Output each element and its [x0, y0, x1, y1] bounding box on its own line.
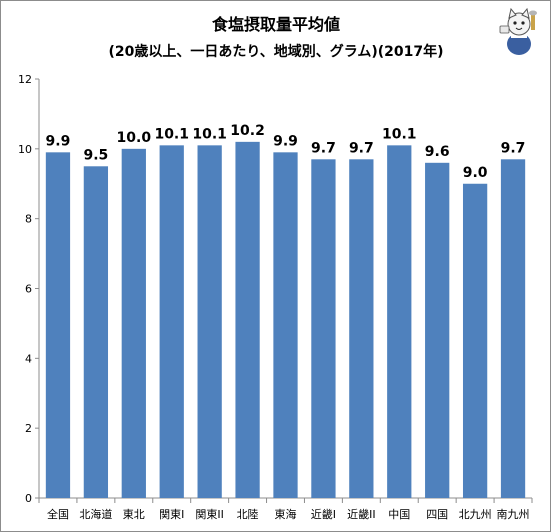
data-label: 10.1: [382, 126, 417, 142]
bar: [197, 145, 222, 498]
data-label: 9.9: [46, 133, 71, 149]
y-tick-label: 12: [18, 73, 32, 86]
y-tick-label: 10: [18, 143, 32, 156]
category-label: 北陸: [237, 508, 259, 521]
bar: [311, 159, 336, 498]
category-label: 中国: [388, 508, 410, 521]
data-label: 10.2: [230, 123, 265, 139]
category-label: 関東II: [195, 508, 224, 521]
data-label: 10.1: [192, 126, 227, 142]
chart-subtitle: (20歳以上、一日あたり、地域別、グラム)(2017年): [108, 43, 443, 60]
category-label: 北九州: [459, 508, 492, 521]
y-tick-label: 2: [25, 422, 32, 435]
y-tick-label: 6: [25, 283, 32, 296]
category-label: 東海: [275, 507, 297, 521]
cat-mascot-icon: [499, 7, 537, 55]
data-label: 9.7: [311, 140, 336, 156]
bar: [273, 152, 298, 498]
y-tick-label: 8: [25, 213, 32, 226]
data-label: 9.6: [425, 144, 450, 160]
data-label: 10.1: [154, 126, 189, 142]
y-tick-label: 4: [25, 352, 32, 365]
bar: [159, 145, 184, 498]
category-label: 近畿II: [347, 507, 376, 521]
bar: [387, 145, 412, 498]
bars: [45, 141, 526, 499]
bar: [45, 152, 71, 498]
bar: [349, 159, 374, 498]
data-label: 9.5: [83, 147, 108, 163]
data-labels: 9.99.510.0 10.1 10.1 10.29.9 9.7 9.710.19.69.…: [46, 123, 526, 181]
bar: [83, 166, 109, 498]
bar: [235, 141, 260, 498]
category-label: 四国: [426, 508, 448, 521]
axes: 0 2 4 6 8 10 12 全国 北海道 東北 関東I 関東II 北陸 東海 近畿I 近畿II 中国 四国 北九…: [18, 73, 533, 521]
category-label: 全国: [47, 507, 69, 521]
data-label: 9.7: [349, 140, 374, 156]
category-label: 北海道: [79, 507, 112, 521]
category-label: 南九州: [497, 508, 530, 521]
category-label: 関東I: [159, 508, 184, 521]
category-label: 東北: [123, 508, 145, 521]
bar: [425, 162, 450, 499]
bar: [121, 148, 146, 499]
data-label: 9.9: [273, 133, 298, 149]
data-label: 10.0: [117, 130, 152, 146]
bar: [462, 183, 488, 498]
data-label: 9.0: [463, 165, 488, 181]
y-tick-label: 0: [25, 492, 32, 505]
category-label: 近畿I: [311, 507, 336, 521]
chart-title: 食塩摂取量平均値: [211, 15, 340, 34]
data-label: 9.7: [501, 140, 526, 156]
bar: [500, 159, 526, 498]
